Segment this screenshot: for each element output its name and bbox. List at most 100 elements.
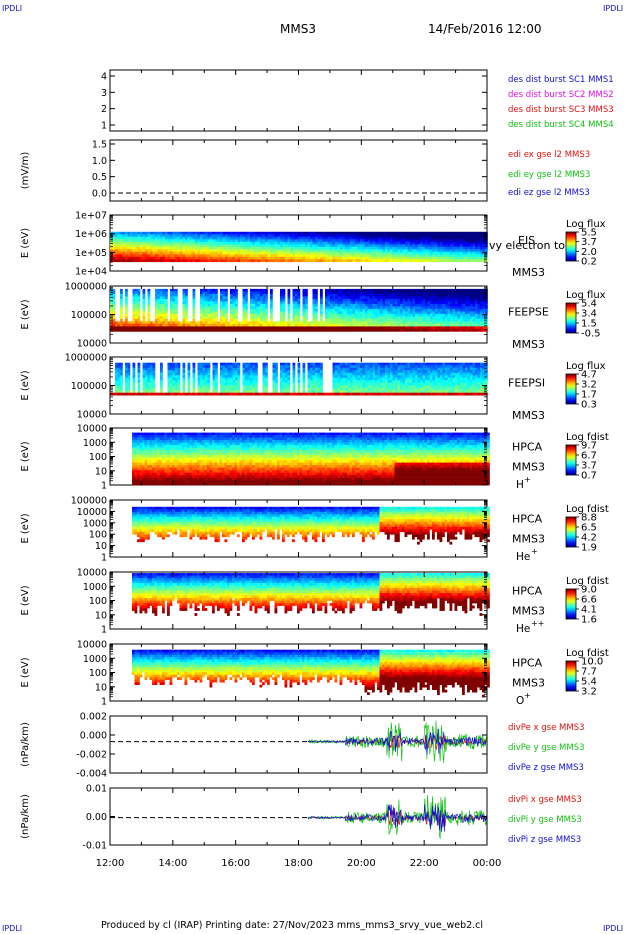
ylabel-feepsi: E (eV) [20,370,31,400]
spectrogram-eis [110,231,488,263]
spectrogram-hpca_hepp [132,573,490,616]
colorbar-gradient-hpca_hepp [565,588,577,620]
ytick-label-hpca_he-1: 10000 [77,507,107,518]
ytick-label-eis-3: 1e+04 [75,267,107,278]
divpe-series-z [307,728,487,755]
instrument-label-eis: EIS [518,234,535,247]
xaxis-ticks-hpca_o [109,644,488,701]
yaxis-hpca_hepp: 10000 1000 100 10 1 [77,568,487,636]
xtick-label-5: 22:00 [410,858,439,869]
xtick-label-3: 18:00 [284,858,313,869]
yaxis-divpe: 0.002 0.000 -0.002 -0.004 [76,712,487,780]
xtick-label-2: 16:00 [221,858,250,869]
corner-label-bottom-right: IPDLI [603,924,624,933]
ytick-label-divpi-1: 0.00 [86,812,107,823]
yaxis-hpca_h: 10000 1000 100 10 1 [77,424,487,492]
colorbar-tick-hpca_hepp-2: 4.1 [581,605,597,616]
xtick-label-6: 00:00 [473,858,502,869]
ytick-label-hpca_h-4: 1 [101,481,107,492]
colorbar-tick-hpca_h-3: 0.7 [581,471,597,482]
legend-burst-1: des dist burst SC2 MMS2 [508,90,614,100]
ylabel-hpca_h: E (eV) [20,441,31,471]
colorbar-tick-hpca_hepp-0: 9.0 [581,585,597,596]
ytick-label-hpca_hepp-0: 10000 [77,568,107,579]
legend-edi-0: edi ex gse l2 MMS3 [508,150,590,160]
colorbar-gradient-feepsi [565,373,577,405]
species-label-hpca_h: H [516,479,524,491]
legend-divpe-1: divPe y gse MMS3 [508,743,585,753]
instrument-label-hpca_he: HPCA [512,513,543,526]
colorbar-tick-hpca_o-3: 3.2 [581,687,597,698]
xaxis-ticks-divpi [109,788,488,845]
ytick-label-hpca_he-2: 1000 [83,518,107,529]
ylabel-hpca_he: E (eV) [20,513,31,543]
ytick-label-feepsi-0: 1000000 [65,353,107,364]
legend-divpi-1: divPi y gse MMS3 [508,815,582,825]
colorbar-tick-hpca_o-0: 10.0 [581,657,603,668]
ytick-label-hpca_he-5: 1 [101,553,107,564]
footer-text: Produced by cl (IRAP) Printing date: 27/… [101,920,484,931]
xaxis-ticks-burst [109,70,488,131]
ytick-label-hpca_o-2: 100 [89,668,107,679]
colorbar-gradient-hpca_he [565,516,577,548]
spacecraft-label-feepse: MMS3 [512,338,545,351]
xaxis-ticks-eis [109,215,488,271]
xtick-label-4: 20:00 [347,858,376,869]
colorbar-tick-feepsi-2: 1.7 [581,390,597,401]
ytick-label-divpi-2: -0.01 [82,841,107,852]
species-charge-hpca_he: + [531,547,538,556]
ytick-label-edi-2: 0.5 [92,172,107,183]
ytick-label-hpca_hepp-1: 1000 [83,582,107,593]
xaxis-ticks-edi [109,140,488,201]
colorbar-tick-hpca_hepp-1: 6.6 [581,595,597,606]
ytick-label-hpca_o-0: 10000 [77,640,107,651]
colorbar-title-hpca_o: Log fdist [566,648,609,659]
yaxis-eis: 1e+07 1e+06 1e+05 1e+04 [75,211,487,278]
xaxis-ticks-divpe [109,716,488,773]
spacecraft-label-hpca_he: MMS3 [512,533,545,546]
ytick-label-hpca_o-4: 1 [101,697,107,708]
colorbar-title-eis: Log flux [566,219,606,230]
xaxis-ticks-feepse [109,286,488,343]
colorbar-tick-hpca_h-2: 3.7 [581,461,597,472]
xaxis-ticks-feepsi [109,357,488,414]
xtick-label-1: 14:00 [158,858,187,869]
spectrogram-hpca_h [132,432,490,486]
colorbar-tick-eis-3: 0.2 [581,257,597,268]
legend-divpe-0: divPe x gse MMS3 [508,723,585,733]
ytick-label-burst-1: 3 [101,88,107,99]
ytick-label-divpe-3: -0.004 [76,769,107,780]
species-label-hpca_o: O [516,695,524,707]
panel-burst: des dist burst SC1 MMS1 des dist burst SC… [109,69,614,132]
colorbar-title-feepse: Log flux [566,290,606,301]
spacecraft-label-eis: MMS3 [512,266,545,279]
colorbar-title-hpca_he: Log fdist [566,504,609,515]
spectrogram-feepse [110,288,488,332]
ylabel-divpi: (nPa/km) [20,794,31,839]
species-charge-hpca_h: + [524,475,531,484]
legend-divpi-0: divPi x gse MMS3 [508,795,582,805]
species-charge-hpca_hepp: ++ [531,619,544,628]
ytick-label-feepsi-2: 10000 [77,410,107,421]
species-label-hpca_hepp: He [516,623,530,635]
xtick-label-0: 12:00 [96,858,125,869]
spacecraft-label-feepsi: MMS3 [512,409,545,422]
colorbar-tick-feepsi-3: 0.3 [581,400,597,411]
yaxis-edi: 1.5 1.0 0.5 0.0 [92,140,487,200]
yaxis-burst: 4 3 2 1 [101,72,487,132]
ytick-label-feepse-1: 100000 [71,310,107,321]
ytick-label-divpe-2: -0.002 [76,750,107,761]
yaxis-feepsi: 1000000 100000 10000 [65,353,487,421]
xaxis-ticks-hpca_hepp [109,572,488,629]
ylabel-divpe: (nPa/km) [20,722,31,767]
frame-burst [109,69,488,132]
ytick-label-burst-3: 1 [101,121,107,132]
ytick-label-hpca_he-3: 100 [89,530,107,541]
corner-label-top-right: IPDLI [603,4,624,13]
